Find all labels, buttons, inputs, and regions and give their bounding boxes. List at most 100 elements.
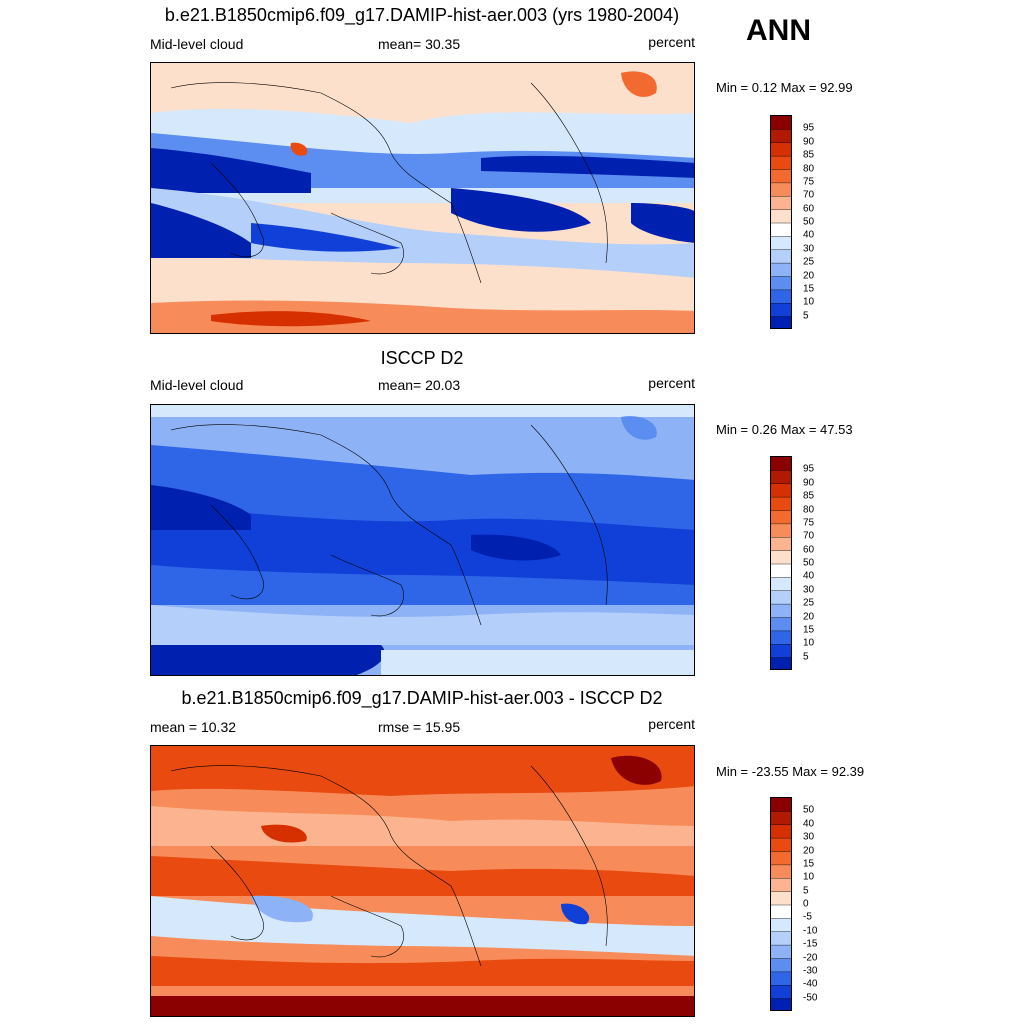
colorbar-tick-label: -20 — [803, 952, 818, 963]
colorbar-tick-label: 75 — [803, 517, 815, 529]
panel-1-left-label: Mid-level cloud — [150, 36, 244, 52]
colorbar-swatch — [771, 958, 791, 973]
panel-2-title: ISCCP D2 — [380, 348, 464, 368]
colorbar-tick-label: 85 — [803, 490, 815, 502]
colorbar-swatch — [771, 497, 791, 511]
colorbar-tick-label: 20 — [803, 270, 815, 281]
colorbar-tick-label: 25 — [803, 597, 815, 609]
colorbar-swatch — [771, 617, 791, 632]
colorbar-tick-label: 70 — [803, 189, 815, 201]
panel-3-minmax: Min = -23.55 Max = 92.39 — [716, 764, 865, 779]
colorbar-tick-label: 50 — [803, 557, 815, 569]
panel-2-left-label: Mid-level cloud — [150, 377, 244, 393]
colorbar-swatch — [771, 838, 791, 852]
colorbar-tick-label: 95 — [803, 463, 815, 475]
panel-3-map — [150, 745, 695, 1017]
colorbar-swatch — [771, 590, 791, 605]
colorbar-swatch — [771, 811, 791, 826]
colorbar-swatch — [771, 116, 791, 130]
colorbar-tick-label: 20 — [803, 611, 815, 622]
colorbar-tick-label: 10 — [803, 296, 815, 308]
panel-1-map — [150, 62, 695, 334]
colorbar-tick-label: 10 — [803, 871, 815, 883]
colorbar-swatch — [771, 316, 791, 328]
panel-2-units-label: percent — [648, 375, 695, 391]
colorbar-swatch — [771, 523, 791, 538]
colorbar-tick-label: 95 — [803, 122, 815, 134]
panel-3-title: b.e21.B1850cmip6.f09_g17.DAMIP-hist-aer.… — [181, 688, 663, 708]
colorbar-tick-label: 80 — [803, 504, 815, 515]
colorbar-swatch — [771, 276, 791, 291]
colorbar-swatch — [771, 851, 791, 866]
colorbar-swatch — [771, 470, 791, 485]
colorbar-tick-label: 60 — [803, 203, 815, 215]
colorbar-swatch — [771, 577, 791, 592]
colorbar-swatch — [771, 483, 791, 498]
colorbar-tick-label: 15 — [803, 858, 815, 870]
colorbar-swatch — [771, 537, 791, 552]
colorbar-tick-label: 15 — [803, 624, 815, 636]
colorbar-swatch — [771, 550, 791, 565]
colorbar-tick-label: -50 — [803, 992, 818, 1004]
colorbar-swatch — [771, 142, 791, 157]
colorbar-tick-label: -5 — [803, 911, 812, 923]
colorbar-tick-label: 20 — [803, 845, 815, 856]
colorbar-tick-label: 40 — [803, 229, 815, 241]
colorbar-swatch — [771, 644, 791, 659]
colorbar-tick-label: 25 — [803, 256, 815, 268]
colorbar-tick-label: 80 — [803, 163, 815, 174]
panel-1-units-label: percent — [648, 34, 695, 50]
colorbar-swatch — [771, 182, 791, 197]
colorbar-tick-label: 40 — [803, 570, 815, 582]
colorbar-swatch — [771, 905, 791, 919]
panel-2-mean-label: mean= 20.03 — [378, 377, 461, 393]
colorbar-swatch — [771, 223, 791, 237]
colorbar-tick-label: 85 — [803, 149, 815, 161]
colorbar-swatch — [771, 891, 791, 906]
colorbar-swatch — [771, 564, 791, 578]
panel-3-units-label: percent — [648, 716, 695, 732]
colorbar-tick-label: 60 — [803, 544, 815, 556]
colorbar-swatch — [771, 196, 791, 211]
colorbar-swatch — [771, 249, 791, 264]
panel-1-mean-label: mean= 30.35 — [378, 36, 461, 52]
panel-3-colorbar — [770, 797, 792, 1011]
colorbar-swatch — [771, 169, 791, 184]
panel-1-title: b.e21.B1850cmip6.f09_g17.DAMIP-hist-aer.… — [164, 5, 680, 25]
panel-2-colorbar — [770, 456, 792, 670]
colorbar-swatch — [771, 864, 791, 879]
colorbar-tick-label: 10 — [803, 637, 815, 649]
colorbar-swatch — [771, 510, 791, 525]
colorbar-tick-label: 50 — [803, 804, 815, 816]
season-label: ANN — [746, 14, 811, 47]
colorbar-swatch — [771, 878, 791, 893]
colorbar-tick-label: 5 — [803, 651, 809, 663]
panel-2-map — [150, 404, 695, 676]
colorbar-swatch — [771, 945, 791, 959]
colorbar-swatch — [771, 236, 791, 251]
colorbar-swatch — [771, 998, 791, 1010]
colorbar-swatch — [771, 931, 791, 946]
colorbar-tick-label: -10 — [803, 925, 818, 937]
colorbar-swatch — [771, 129, 791, 144]
colorbar-tick-label: 40 — [803, 818, 815, 830]
colorbar-swatch — [771, 657, 791, 669]
colorbar-tick-label: 50 — [803, 216, 815, 228]
colorbar-tick-label: 30 — [803, 243, 815, 255]
panel-1-colorbar — [770, 115, 792, 329]
panel-3-mean-label: mean = 10.32 — [150, 719, 237, 735]
colorbar-tick-label: 30 — [803, 831, 815, 843]
colorbar-swatch — [771, 604, 791, 618]
colorbar-swatch — [771, 630, 791, 645]
colorbar-tick-label: 30 — [803, 584, 815, 596]
panel-3-rmse-label: rmse = 15.95 — [378, 719, 461, 735]
colorbar-tick-label: 5 — [803, 885, 809, 897]
colorbar-swatch — [771, 971, 791, 986]
colorbar-swatch — [771, 289, 791, 304]
colorbar-swatch — [771, 263, 791, 277]
colorbar-swatch — [771, 156, 791, 170]
colorbar-tick-label: 90 — [803, 477, 815, 489]
panel-2-minmax: Min = 0.26 Max = 47.53 — [716, 422, 853, 437]
colorbar-swatch — [771, 303, 791, 318]
colorbar-swatch — [771, 209, 791, 224]
